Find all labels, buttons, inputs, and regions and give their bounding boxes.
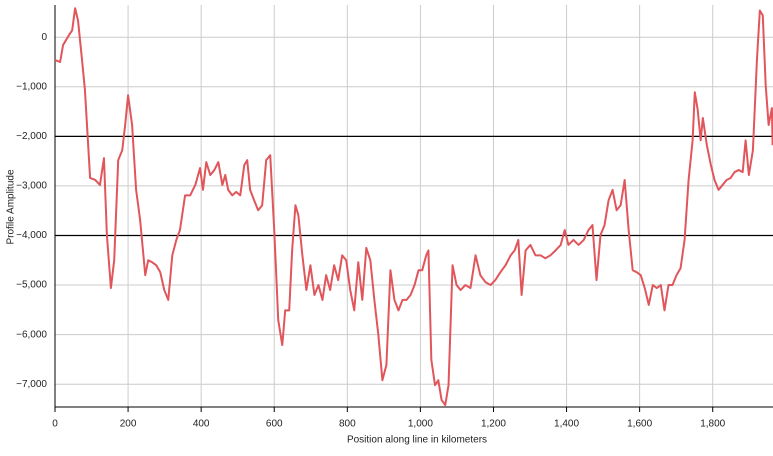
x-tick-label: 0 <box>52 419 58 430</box>
y-tick-label: −3,000 <box>16 181 47 192</box>
y-tick-label: −2,000 <box>16 131 47 142</box>
x-tick-label: 400 <box>193 419 210 430</box>
y-tick-label: −1,000 <box>16 81 47 92</box>
x-tick-label: 800 <box>339 419 356 430</box>
y-tick-label: −7,000 <box>16 379 47 390</box>
x-tick-label: 1,600 <box>627 419 652 430</box>
x-tick-label: 1,800 <box>700 419 725 430</box>
x-axis-title: Position along line in kilometers <box>347 435 487 446</box>
x-tick-label: 600 <box>266 419 283 430</box>
y-tick-label: −4,000 <box>16 230 47 241</box>
y-axis-title: Profile Amplitude <box>6 169 17 244</box>
x-tick-label: 1,400 <box>554 419 579 430</box>
line-series <box>54 7 773 407</box>
x-tick-label: 1,200 <box>481 419 506 430</box>
x-tick-label: 1,000 <box>408 419 433 430</box>
y-tick-label: −6,000 <box>16 329 47 340</box>
x-tick-label: 200 <box>120 419 137 430</box>
y-tick-label: −5,000 <box>16 280 47 291</box>
y-tick-label: 0 <box>41 32 47 43</box>
